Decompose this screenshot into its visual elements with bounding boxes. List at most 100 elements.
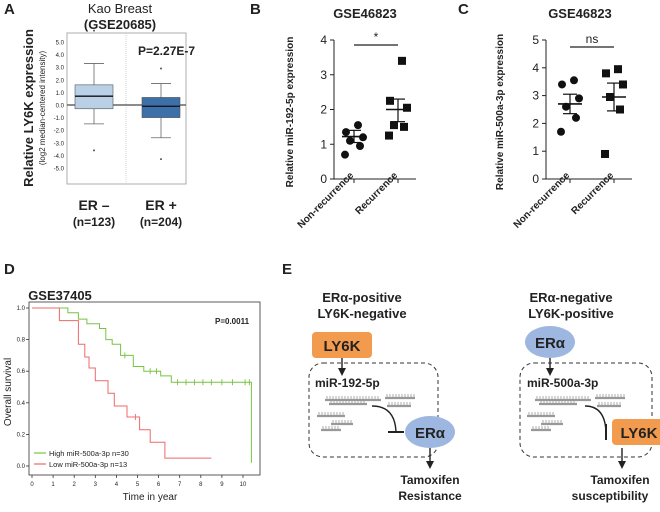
panel-a-ytick-label: 3.0 xyxy=(56,66,65,72)
panel-a-ytick-label: -1.0 xyxy=(54,116,65,122)
panel-b-point xyxy=(403,103,411,112)
panel-b-ytick-label: 3 xyxy=(320,68,327,82)
panel-d-title: GSE37405 xyxy=(28,288,92,303)
scheme-left-title-line2: LY6K-negative xyxy=(317,306,406,321)
panel-b-ytick-label: 0 xyxy=(320,172,327,186)
panel-letter-a: A xyxy=(4,1,15,18)
panel-d-legend-high: High miR-500a-3p n=30 xyxy=(49,449,129,458)
panel-c-point xyxy=(602,69,610,78)
scheme-right-era-label: ERα xyxy=(535,335,566,352)
scheme-left: ERα-positive LY6K-negative LY6K miR-192-… xyxy=(308,290,462,503)
panel-d-survival: GSE37405 P=0.0011 Overall survival Time … xyxy=(3,288,261,503)
panel-c-point xyxy=(575,94,583,103)
scheme-right-era-node xyxy=(525,326,575,358)
panel-c-point xyxy=(570,76,578,85)
panel-c-ytick-label: 0 xyxy=(532,172,539,186)
panel-c-point xyxy=(614,65,622,74)
panel-c-ytick-label: 2 xyxy=(532,116,539,130)
panel-d-xtick-label: 2 xyxy=(73,482,77,488)
panel-a-outlier xyxy=(93,29,95,32)
panel-c-point xyxy=(572,113,580,122)
panel-a-group2-label: ER + xyxy=(145,197,177,213)
panel-d-xtick-label: 5 xyxy=(136,482,140,488)
panel-d-xtick-label: 0 xyxy=(30,482,34,488)
panel-b-point xyxy=(356,141,364,150)
panel-b-ytick-label: 2 xyxy=(320,103,327,117)
panel-a-ytick-label: 0.0 xyxy=(56,104,65,110)
panel-d-xtick-label: 8 xyxy=(199,482,203,488)
panel-c-point xyxy=(557,127,565,136)
panel-d-curve-high xyxy=(32,307,252,463)
panel-letter-e: E xyxy=(282,261,292,278)
panel-d-xtick-label: 9 xyxy=(220,482,224,488)
panel-a-ytick-label: -4.0 xyxy=(54,154,65,160)
scheme-left-era-label: ERα xyxy=(415,425,446,442)
scheme-right: ERα-negative LY6K-positive ERα miR-500a-… xyxy=(519,290,660,503)
panel-a-ytick-label: 5.0 xyxy=(56,41,65,47)
panel-d-legend-low: Low miR-500a-3p n=13 xyxy=(49,460,127,469)
panel-d-ytick-label: 1.0 xyxy=(17,306,26,312)
panel-d-xtick-label: 7 xyxy=(178,482,182,488)
scheme-left-inhibition-line xyxy=(371,405,397,433)
scheme-left-outcome-line1: Tamoxifen xyxy=(400,473,459,487)
panel-a-ytick-label: 1.0 xyxy=(56,91,65,97)
panel-d-xtick-label: 3 xyxy=(94,482,98,488)
panel-d-plot-frame xyxy=(28,301,261,476)
panel-c-ytick-label: 3 xyxy=(532,89,539,103)
panel-a-outlier xyxy=(93,149,95,152)
scheme-left-cell-boundary xyxy=(308,362,439,458)
scheme-right-outcome-line1: Tamoxifen xyxy=(590,473,649,487)
scheme-left-mirna-label: miR-192-5p xyxy=(315,376,380,390)
panel-a-outlier xyxy=(160,158,162,161)
panel-letter-d: D xyxy=(4,261,15,278)
panel-a-pvalue: P=2.27E-7 xyxy=(138,44,195,58)
panel-b-point xyxy=(386,96,394,105)
panel-b-point xyxy=(398,56,406,65)
panel-d-curve-low xyxy=(32,307,212,459)
panel-c-dotplot: GSE46823 Relative miR-500a-3p expression… xyxy=(495,6,632,231)
scheme-right-outcome-line2: susceptibility xyxy=(572,489,649,503)
scheme-left-outcome-line2: Resistance xyxy=(398,489,462,503)
panel-b-point xyxy=(400,122,408,131)
panel-c-point xyxy=(601,149,609,158)
panel-d-ytick-label: 0.6 xyxy=(17,369,26,375)
scheme-left-mirna-strands xyxy=(317,394,415,432)
scheme-left-title-line1: ERα-positive xyxy=(322,290,402,305)
panel-b-point xyxy=(342,128,350,137)
panel-b-xlabel-2: Recurrence xyxy=(353,170,400,217)
panel-d-ylabel: Overall survival xyxy=(3,358,14,426)
panel-c-title: GSE46823 xyxy=(548,6,612,21)
panel-c-ytick-label: 5 xyxy=(532,33,539,47)
scheme-right-cell-boundary xyxy=(519,362,653,458)
panel-a-title-line1: Kao Breast xyxy=(88,1,153,16)
panel-b-ylabel: Relative miR-192-5p expression xyxy=(285,37,296,188)
scheme-right-ly6k-node xyxy=(612,419,660,445)
panel-d-ytick-label: 0.4 xyxy=(17,401,26,407)
panel-e-schematic: ERα-positive LY6K-negative LY6K miR-192-… xyxy=(308,290,660,503)
panel-a-title-line2: (GSE20685) xyxy=(84,17,156,32)
panel-a-ytick-label: 2.0 xyxy=(56,78,65,84)
panel-a-outlier xyxy=(160,67,162,70)
panel-a-ylabel: Relative LY6K expression xyxy=(21,29,36,187)
panel-a-ylabel-sub: (log2 median-centered intensity) xyxy=(38,51,47,166)
panel-b-point xyxy=(354,121,362,130)
panel-b-sig-label: * xyxy=(374,30,379,44)
panel-c-ytick-label: 1 xyxy=(532,144,539,158)
panel-a-ytick-label: 4.0 xyxy=(56,53,65,59)
panel-c-ytick-label: 4 xyxy=(532,61,539,75)
panel-b-point xyxy=(390,121,398,130)
panel-b-dotplot: GSE46823 Relative miR-192-5p expression … xyxy=(285,6,416,231)
panel-c-ylabel: Relative miR-500a-3p expression xyxy=(495,34,506,190)
panel-c-point xyxy=(616,105,624,114)
panel-a-ytick-label: -3.0 xyxy=(54,141,65,147)
panel-a-group2-n: (n=204) xyxy=(140,215,182,229)
panel-a-group1-label: ER – xyxy=(78,197,109,213)
scheme-left-era-node xyxy=(405,416,455,448)
scheme-left-ly6k-label: LY6K xyxy=(324,338,361,355)
scheme-right-mirna-label: miR-500a-3p xyxy=(527,376,598,390)
panel-d-ytick-label: 0.2 xyxy=(17,432,26,438)
scheme-right-ly6k-label: LY6K xyxy=(621,425,658,442)
panel-b-point xyxy=(341,150,349,159)
panel-d-xtick-label: 4 xyxy=(115,482,119,488)
